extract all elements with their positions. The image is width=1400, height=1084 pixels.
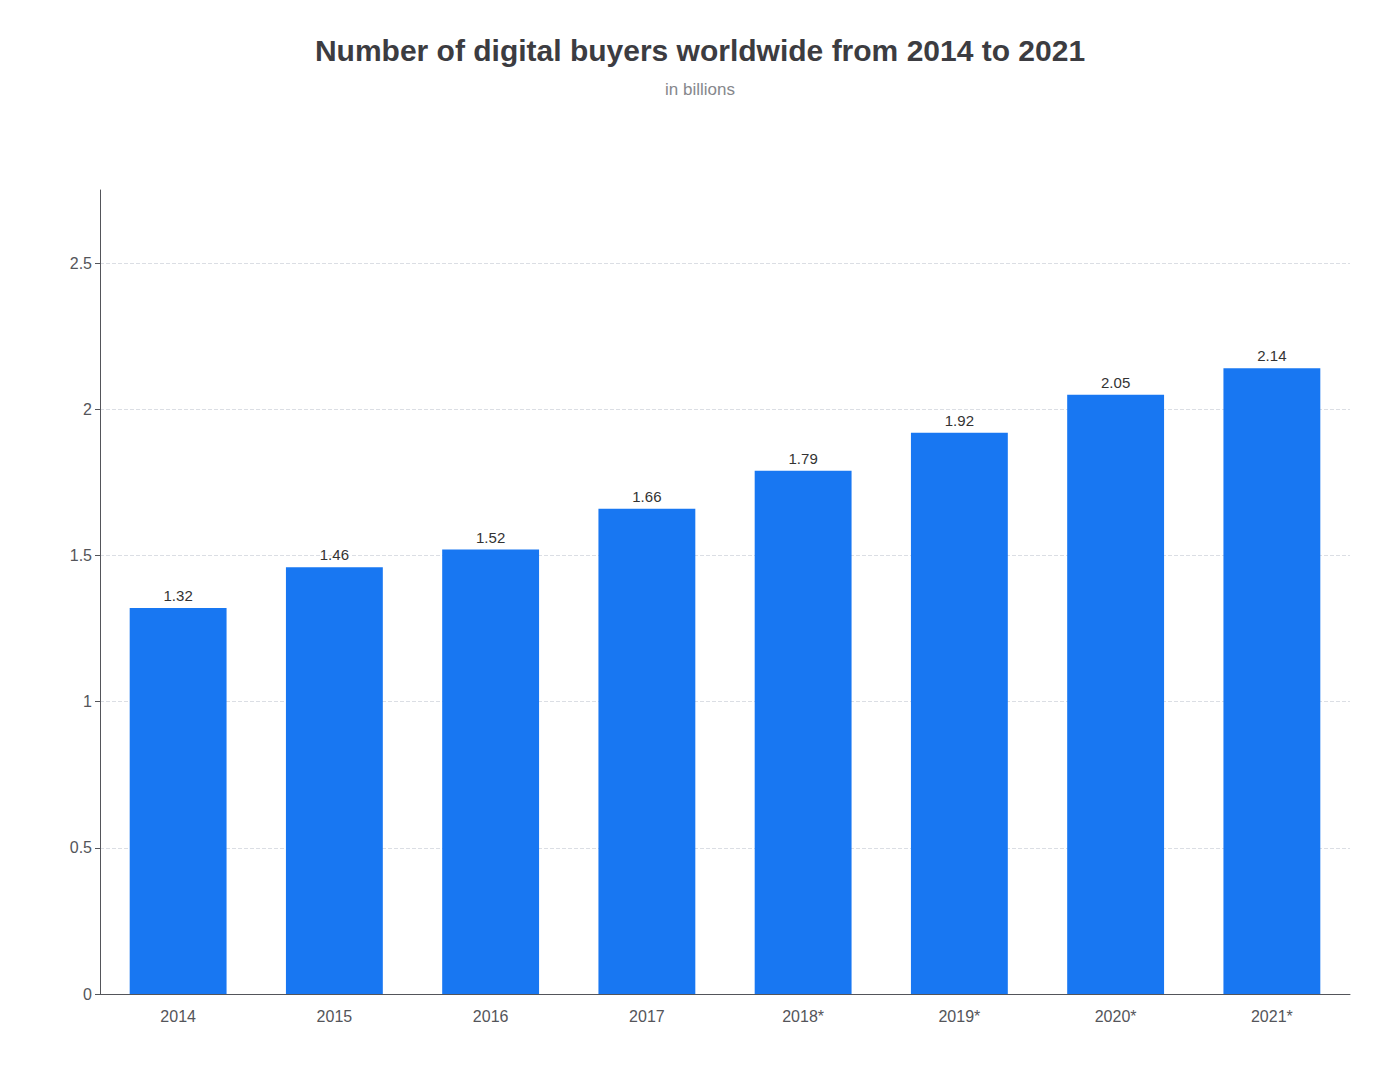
- svg-text:2: 2: [83, 401, 92, 418]
- svg-text:1.52: 1.52: [476, 529, 505, 546]
- svg-text:2015: 2015: [317, 1008, 353, 1025]
- svg-text:2018*: 2018*: [782, 1008, 824, 1025]
- svg-text:1.32: 1.32: [164, 587, 193, 604]
- svg-text:0: 0: [83, 986, 92, 1003]
- svg-text:2019*: 2019*: [938, 1008, 980, 1025]
- svg-text:0.5: 0.5: [70, 839, 92, 856]
- svg-text:2017: 2017: [629, 1008, 665, 1025]
- svg-text:1.66: 1.66: [632, 488, 661, 505]
- svg-text:2.14: 2.14: [1257, 347, 1286, 364]
- svg-text:2016: 2016: [473, 1008, 509, 1025]
- svg-text:1.5: 1.5: [70, 547, 92, 564]
- svg-text:in billions: in billions: [665, 80, 735, 99]
- svg-text:2.5: 2.5: [70, 255, 92, 272]
- svg-text:2020*: 2020*: [1095, 1008, 1137, 1025]
- svg-text:2014: 2014: [160, 1008, 196, 1025]
- svg-text:1.46: 1.46: [320, 546, 349, 563]
- svg-text:2021*: 2021*: [1251, 1008, 1293, 1025]
- svg-text:1: 1: [83, 693, 92, 710]
- svg-text:Number of digital buyers world: Number of digital buyers worldwide from …: [315, 34, 1085, 67]
- svg-text:1.79: 1.79: [789, 450, 818, 467]
- svg-text:2.05: 2.05: [1101, 374, 1130, 391]
- svg-text:1.92: 1.92: [945, 412, 974, 429]
